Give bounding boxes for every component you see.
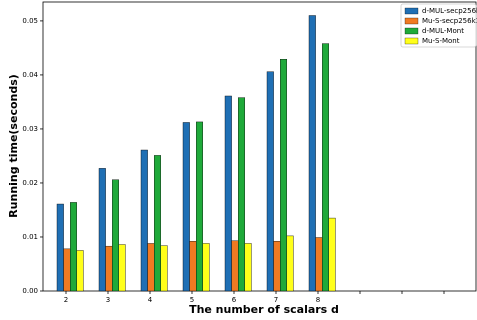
- bar: [160, 245, 168, 292]
- bar: [76, 250, 84, 292]
- bar: [280, 59, 288, 292]
- y-tick-label: 0.05: [22, 17, 38, 25]
- bar: [153, 155, 161, 292]
- x-tick-label: 8: [316, 296, 320, 304]
- legend-box: [400, 3, 477, 48]
- legend-label: d-MUL-secp256k: [422, 7, 477, 15]
- x-tick-label: 6: [232, 296, 237, 304]
- legend-swatch: [404, 37, 419, 45]
- y-tick-label: 0.00: [22, 287, 38, 295]
- bar: [308, 15, 316, 292]
- legend: d-MUL-secp256k Mu-S-secp256k1 d-MUL-Mont Mu…: [400, 3, 477, 48]
- x-axis-title: The number of scalars d: [189, 303, 339, 316]
- bar: [224, 95, 232, 292]
- legend-swatch: [404, 7, 419, 15]
- bar: [231, 240, 239, 292]
- legend-label: Mu-S-secp256k1: [422, 17, 477, 25]
- bar: [273, 241, 281, 292]
- bar: [56, 203, 64, 292]
- bar: [315, 237, 323, 292]
- bar: [69, 202, 77, 292]
- bar: [147, 243, 155, 292]
- bar: [244, 243, 252, 292]
- bar: [328, 217, 336, 292]
- x-tick-label: 7: [274, 296, 278, 304]
- bar: [237, 97, 245, 292]
- x-tick-label: 3: [106, 296, 110, 304]
- plot-frame: [42, 1, 477, 292]
- y-tick-label: 0.04: [22, 71, 38, 79]
- x-tick-label: 4: [148, 296, 153, 304]
- bar: [266, 71, 274, 292]
- bar: [189, 241, 197, 292]
- bar: [118, 244, 126, 292]
- y-axis-title: Running time(seconds): [7, 74, 20, 218]
- bar: [182, 122, 190, 292]
- bar: [322, 43, 330, 292]
- y-tick-label: 0.01: [22, 233, 38, 241]
- x-tick-label: 5: [190, 296, 194, 304]
- bar: [98, 168, 106, 292]
- legend-swatch: [404, 27, 419, 35]
- legend-swatch: [404, 17, 419, 25]
- bar: [63, 248, 71, 292]
- legend-label: Mu-S-Mont: [422, 37, 460, 45]
- x-tick-label: 2: [64, 296, 68, 304]
- bar: [195, 121, 203, 292]
- legend-label: d-MUL-Mont: [422, 27, 464, 35]
- y-tick-label: 0.03: [22, 125, 38, 133]
- bar: [105, 245, 113, 292]
- y-tick-label: 0.02: [22, 179, 38, 187]
- bar: [111, 179, 119, 292]
- bar: [202, 243, 210, 292]
- bar: [140, 149, 148, 292]
- bar: [286, 235, 294, 292]
